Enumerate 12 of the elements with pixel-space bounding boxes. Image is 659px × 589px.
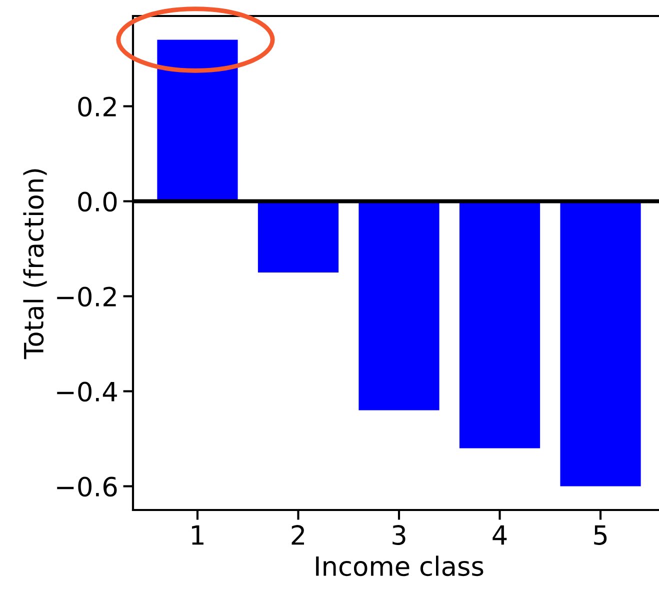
x-tick-label: 1 [192,525,204,545]
y-tick-label: −0.2 [57,286,116,307]
y-axis-title: Total (fraction) [23,169,47,360]
x-tick-label: 3 [392,525,406,546]
x-tick-label: 2 [292,525,304,545]
y-tick-label: 0.0 [78,192,117,212]
x-tick-label: 5 [594,525,607,546]
y-tick-label: −0.6 [57,476,117,497]
x-tick-label: 4 [492,525,507,545]
y-tick-label: 0.2 [78,96,116,117]
y-tick-label: −0.4 [57,382,117,402]
x-axis-title: Income class [316,556,484,576]
